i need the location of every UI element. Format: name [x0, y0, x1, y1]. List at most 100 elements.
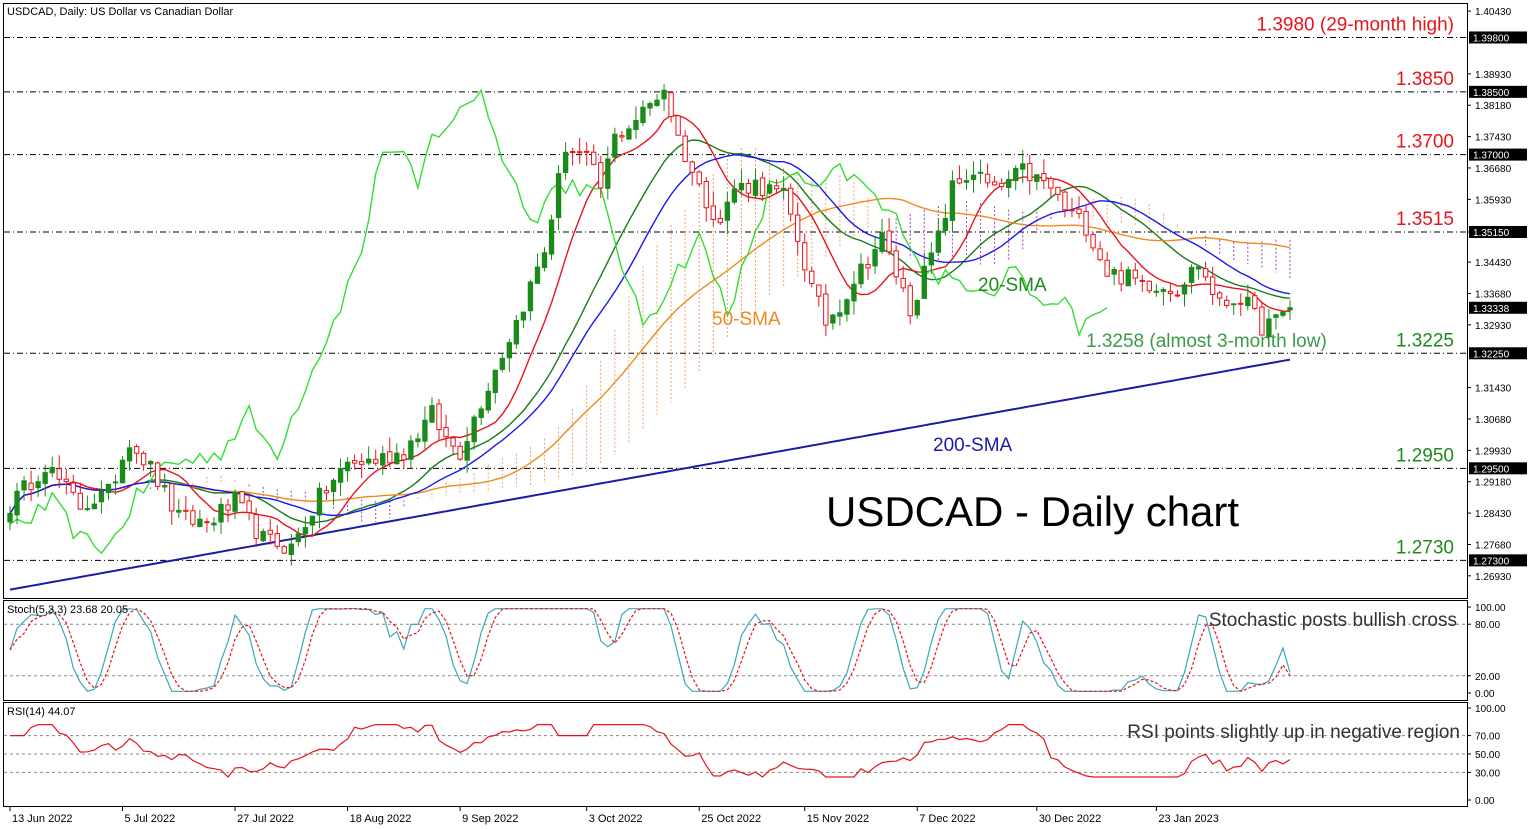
candle-body — [323, 490, 330, 494]
candle-body — [562, 151, 569, 173]
candle-body — [436, 403, 442, 431]
price-highlight-label: 1.27300 — [1473, 556, 1510, 567]
candle-body — [35, 481, 41, 489]
candle-body — [443, 426, 449, 438]
candle-body — [942, 217, 949, 232]
series-line-4 — [9, 154, 1291, 517]
date-label: 9 Sep 2022 — [462, 813, 518, 825]
price-tick-label: 1.35930 — [1475, 195, 1512, 206]
candle-body — [1266, 318, 1272, 338]
candle-body — [1083, 210, 1089, 236]
candle-body — [963, 180, 970, 183]
price-highlight-box — [1469, 85, 1527, 98]
candle-body — [464, 441, 470, 461]
candle-body — [668, 92, 674, 118]
candle-body — [977, 171, 984, 174]
candle-body — [169, 483, 175, 512]
candle-body — [366, 458, 372, 464]
candle-body — [1034, 174, 1040, 182]
price-highlight-box — [1469, 554, 1527, 567]
level-label: 1.2730 — [1396, 537, 1454, 558]
level-label: 1.3850 — [1396, 69, 1454, 90]
candle-body — [548, 219, 555, 255]
price-tick-label: 1.31430 — [1475, 384, 1512, 395]
candle-body — [1167, 290, 1174, 294]
candle-body — [928, 252, 934, 266]
candle-body — [267, 529, 273, 535]
candle-body — [197, 518, 203, 528]
candle-body — [1097, 248, 1103, 261]
price-tick-label: 1.38930 — [1475, 70, 1512, 81]
candle-body — [133, 446, 140, 454]
candle-body — [471, 416, 477, 443]
osc-tick-label: 70.00 — [1475, 732, 1500, 743]
candle-body — [773, 185, 780, 190]
candle-body — [696, 171, 702, 185]
candle-body — [576, 151, 583, 154]
candle-body — [302, 527, 309, 535]
candle-body — [787, 187, 794, 215]
candle-body — [795, 214, 801, 242]
price-tick-label: 1.29930 — [1475, 446, 1512, 457]
candle-body — [1125, 269, 1131, 287]
candle-body — [260, 530, 266, 542]
candle-body — [984, 173, 991, 184]
candle-body — [513, 320, 520, 345]
candle-body — [211, 522, 217, 526]
candle-body — [626, 128, 632, 140]
candle-body — [1069, 209, 1075, 212]
annotation-20-sma: 20-SMA — [978, 275, 1047, 296]
osc-tick-label: 0.00 — [1475, 796, 1495, 807]
candle-body — [584, 150, 590, 153]
candle-body — [1195, 266, 1202, 270]
candle-body — [155, 462, 161, 487]
price-highlight-box — [1469, 148, 1527, 161]
candle-body — [851, 283, 857, 302]
candle-body — [415, 438, 421, 443]
candle-body — [485, 390, 491, 411]
candle-body — [858, 263, 864, 285]
candle-body — [612, 133, 618, 158]
osc-tick-label: 80.00 — [1475, 620, 1500, 631]
candle-body — [991, 181, 998, 186]
candle-body — [162, 485, 168, 488]
price-tick-label: 1.33680 — [1475, 289, 1512, 300]
candle-body — [176, 509, 182, 513]
candle-body — [1202, 268, 1209, 278]
candle-body — [844, 299, 850, 315]
candle-body — [640, 106, 646, 124]
candle-body — [865, 264, 871, 269]
price-tick-label: 1.26930 — [1475, 572, 1512, 583]
candle-body — [1238, 302, 1244, 305]
candle-body — [492, 369, 498, 393]
candle-body — [401, 454, 407, 461]
candle-body — [555, 173, 562, 219]
candle-body — [809, 270, 815, 284]
candle-body — [1259, 306, 1265, 336]
price-highlight-label: 1.32250 — [1473, 349, 1510, 360]
candle-body — [738, 182, 745, 191]
candle-body — [1139, 279, 1145, 282]
candle-body — [1181, 284, 1188, 295]
candle-body — [1020, 163, 1026, 170]
candle-body — [598, 162, 604, 189]
date-label: 5 Jul 2022 — [125, 813, 176, 825]
candle-body — [1287, 307, 1293, 311]
candle-body — [63, 478, 69, 482]
candle-body — [802, 242, 808, 271]
candle-body — [1104, 259, 1110, 277]
level-label: 1.3700 — [1396, 132, 1454, 153]
candle-body — [970, 174, 977, 180]
price-tick-label: 1.28430 — [1475, 509, 1512, 520]
candle-body — [112, 481, 119, 484]
candle-body — [387, 451, 393, 464]
candle-body — [1132, 269, 1138, 279]
candle-body — [689, 161, 695, 173]
candle-body — [1209, 276, 1216, 295]
candle-body — [1174, 294, 1181, 297]
candle-body — [633, 119, 639, 131]
candle-body — [56, 468, 62, 480]
symbol-label: USDCAD, Daily: US Dollar vs Canadian Dol… — [7, 6, 234, 18]
candle-body — [1048, 177, 1054, 189]
price-highlight-box — [1469, 462, 1527, 475]
